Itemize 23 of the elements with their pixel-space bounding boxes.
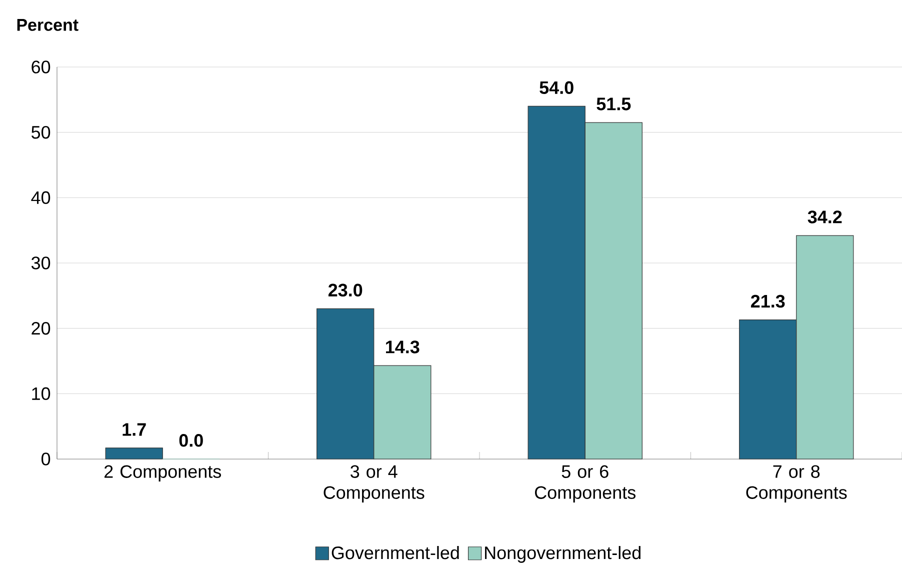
- y-tick-label: 60: [32, 60, 50, 74]
- data-label: 34.2: [808, 210, 842, 224]
- data-label: 14.3: [386, 340, 420, 354]
- y-tick-label: 50: [32, 126, 50, 139]
- x-tick-label: 7 or 8 Components: [746, 465, 847, 502]
- y-tick-label: 40: [31, 191, 50, 204]
- y-tick-label: 10: [32, 387, 50, 400]
- data-label: 1.7: [122, 423, 146, 436]
- bar: [105, 448, 163, 460]
- data-label: 0.0: [179, 434, 203, 447]
- y-tick-label: 20: [32, 322, 50, 335]
- legend-label: Nongovernment-led: [485, 546, 640, 563]
- data-label: 54.0: [540, 81, 574, 94]
- data-label: 51.5: [596, 98, 631, 110]
- y-axis-title: Percent: [17, 19, 78, 31]
- y-tick-label: 0: [42, 452, 50, 466]
- data-label: 21.3: [750, 294, 785, 308]
- legend-label: Government-led: [332, 546, 459, 560]
- y-tick-label: 30: [31, 256, 50, 270]
- x-tick-label: 3 or 4 Components: [324, 465, 424, 502]
- data-label: 23.0: [328, 284, 362, 297]
- x-tick-label: 2 Components: [104, 465, 221, 482]
- x-tick-label: 5 or 6 Components: [535, 465, 636, 502]
